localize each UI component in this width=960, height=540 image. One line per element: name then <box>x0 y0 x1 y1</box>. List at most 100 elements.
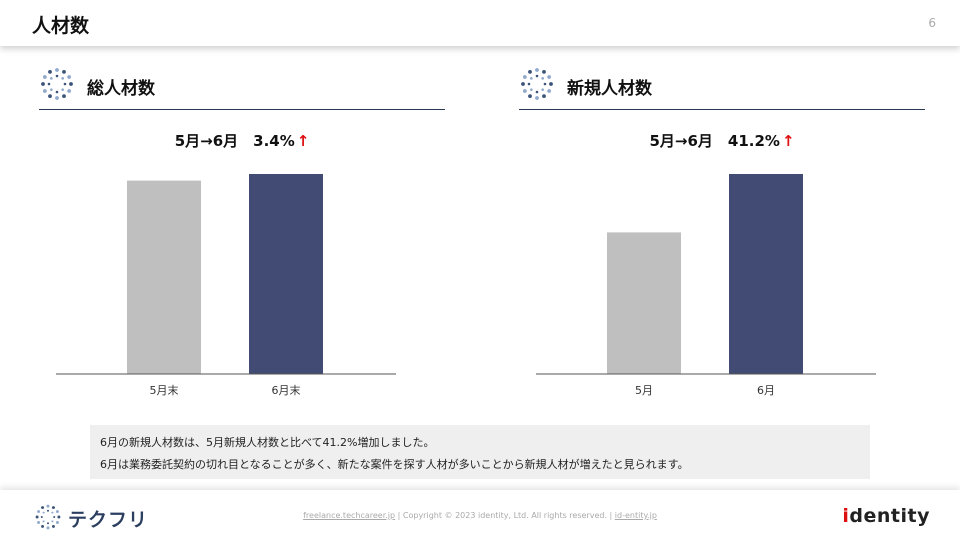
ring-dot <box>35 515 39 519</box>
ring-dot <box>541 77 544 80</box>
ring-dot <box>46 509 50 512</box>
ring-dot <box>46 504 50 508</box>
dots-ring-icon <box>521 68 553 100</box>
panel-total-talent: 総人材数 5月→6月 3.4% ↑ 5月末 6月末 <box>39 62 445 402</box>
ring-dot <box>547 89 552 93</box>
brand-dots-icon <box>35 504 61 530</box>
ring-dot <box>542 94 546 99</box>
brand-logo: テクフリ <box>34 503 147 535</box>
ring-dot <box>50 77 53 80</box>
ring-dot <box>62 69 66 74</box>
ring-dot <box>522 75 527 79</box>
ring-dot <box>530 77 533 80</box>
ring-dot <box>47 82 51 86</box>
ring-dot <box>51 511 54 514</box>
ring-dot <box>42 75 47 79</box>
ring-dot <box>46 522 50 525</box>
ring-dot <box>55 90 59 94</box>
ring-dot <box>535 90 539 94</box>
ring-dot <box>42 511 45 514</box>
ring-dot <box>535 96 539 100</box>
ring-dot <box>53 515 56 519</box>
panel-title: 総人材数 <box>87 79 155 99</box>
ring-dot <box>40 515 43 519</box>
ring-dot <box>48 69 52 74</box>
ring-dot <box>41 524 45 528</box>
panel-header: 新規人材数 <box>519 62 925 110</box>
x-tick-label: 5月 <box>635 384 653 397</box>
bar-chart-total: 5月末 6月末 <box>56 174 396 397</box>
page-number: 6 <box>928 16 936 30</box>
ring-dot <box>67 75 72 79</box>
ring-dot <box>69 82 73 86</box>
ring-dot <box>57 515 61 519</box>
ring-dot <box>67 89 72 93</box>
change-text: 5月→6月 3.4% <box>174 132 295 150</box>
ring-dot <box>41 82 45 86</box>
ring-dot <box>48 94 52 99</box>
ring-dot <box>530 88 533 91</box>
page-title: 人材数 <box>32 15 90 37</box>
page-header: 人材数 6 <box>0 0 960 46</box>
bar-chart-new: 5月 6月 <box>536 174 876 397</box>
ring-dot <box>37 520 41 524</box>
panel-title: 新規人材数 <box>567 79 652 99</box>
bar-0 <box>607 232 681 374</box>
brand-name: テクフリ <box>68 509 149 531</box>
ring-dot <box>41 506 45 510</box>
ring-dot <box>42 89 47 93</box>
x-tick-label: 6月末 <box>272 383 301 397</box>
techcareer-link[interactable]: freelance.techcareer.jp <box>303 511 396 520</box>
ring-dot <box>61 77 64 80</box>
ring-dot <box>549 82 553 86</box>
bar-0 <box>127 180 201 374</box>
ring-dot <box>51 524 55 528</box>
page-footer: テクフリ freelance.techcareer.jp | Copyright… <box>0 490 960 540</box>
change-label: 5月→6月 41.2% ↑ <box>519 130 925 151</box>
bar-1 <box>729 174 803 374</box>
ring-dot <box>62 94 66 99</box>
up-arrow-icon: ↑ <box>781 132 795 150</box>
panel-header: 総人材数 <box>39 62 445 110</box>
ring-dot <box>42 520 45 523</box>
ring-dot <box>61 88 64 91</box>
ring-dot <box>55 74 59 78</box>
dots-ring-icon <box>41 68 73 100</box>
copyright-text: Copyright © 2023 identity, Ltd. All righ… <box>402 511 607 520</box>
commentary-box: 6月の新規人材数は、5月新規人材数と比べて41.2%増加しました。 6月は業務委… <box>90 425 870 479</box>
ring-dot <box>51 506 55 510</box>
ring-dot <box>527 82 531 86</box>
commentary-line-1: 6月の新規人材数は、5月新規人材数と比べて41.2%増加しました。 <box>100 436 435 449</box>
ring-dot <box>521 82 525 86</box>
ring-dot <box>55 96 59 100</box>
x-tick-label: 6月 <box>757 384 775 397</box>
ring-dot <box>55 510 59 514</box>
x-tick-label: 5月末 <box>150 383 179 397</box>
ring-dot <box>522 89 527 93</box>
ring-dot <box>50 88 53 91</box>
identity-link[interactable]: id-entity.jp <box>614 511 657 520</box>
ring-dot <box>543 82 547 86</box>
bar-1 <box>249 174 323 374</box>
ring-dot <box>541 88 544 91</box>
separator: | <box>395 511 403 520</box>
separator: | <box>607 511 615 520</box>
logo-i: i <box>842 505 850 527</box>
ring-dot <box>535 68 539 72</box>
ring-dot <box>55 68 59 72</box>
ring-dot <box>535 74 539 78</box>
up-arrow-icon: ↑ <box>296 132 310 150</box>
ring-dot <box>547 75 552 79</box>
panel-new-talent: 新規人材数 5月→6月 41.2% ↑ 5月 6月 <box>519 62 925 402</box>
ring-dot <box>63 82 67 86</box>
ring-dot <box>46 526 50 530</box>
ring-dot <box>542 69 546 74</box>
identity-logo: identity <box>842 505 930 527</box>
logo-rest: dentity <box>849 505 930 527</box>
change-text: 5月→6月 41.2% <box>649 132 780 150</box>
ring-dot <box>528 69 532 74</box>
change-label: 5月→6月 3.4% ↑ <box>39 130 445 151</box>
ring-dot <box>528 94 532 99</box>
commentary-line-2: 6月は業務委託契約の切れ目となることが多く、新たな案件を探す人材が多いことから新… <box>100 458 689 471</box>
ring-dot <box>55 520 59 524</box>
